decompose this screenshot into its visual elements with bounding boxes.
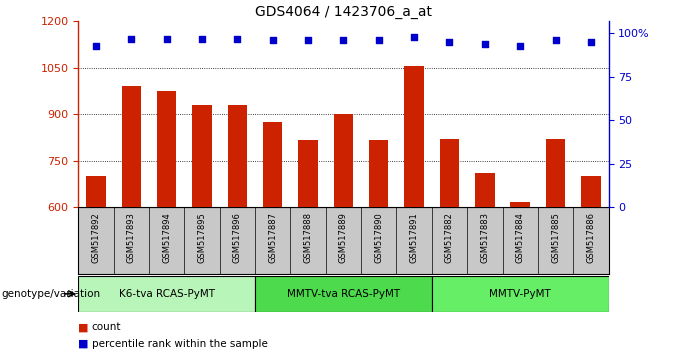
Text: GSM517892: GSM517892: [91, 212, 101, 263]
Text: GSM517891: GSM517891: [409, 212, 419, 263]
Text: GSM517885: GSM517885: [551, 212, 560, 263]
Bar: [122, 86, 141, 207]
Point: [303, 38, 313, 43]
Text: GSM517888: GSM517888: [303, 212, 313, 263]
Bar: [157, 91, 176, 207]
Point: [409, 34, 420, 40]
Point: [444, 39, 455, 45]
Bar: [546, 139, 565, 207]
Point: [515, 43, 526, 48]
Text: percentile rank within the sample: percentile rank within the sample: [92, 339, 268, 349]
Text: GSM517883: GSM517883: [480, 212, 490, 263]
Bar: [263, 122, 282, 207]
Point: [161, 36, 172, 41]
Bar: [581, 176, 600, 207]
Point: [585, 39, 596, 45]
Text: count: count: [92, 322, 121, 332]
Bar: [86, 176, 105, 207]
Bar: [78, 276, 255, 312]
Text: GSM517887: GSM517887: [268, 212, 277, 263]
Bar: [255, 276, 432, 312]
Point: [90, 43, 101, 48]
Text: GSM517884: GSM517884: [515, 212, 525, 263]
Text: GSM517896: GSM517896: [233, 212, 242, 263]
Text: genotype/variation: genotype/variation: [1, 289, 101, 299]
Bar: [334, 114, 353, 207]
Text: GSM517882: GSM517882: [445, 212, 454, 263]
Point: [267, 38, 278, 43]
Bar: [432, 276, 609, 312]
Bar: [192, 105, 211, 207]
Text: GSM517889: GSM517889: [339, 212, 348, 263]
Point: [126, 36, 137, 41]
Point: [373, 38, 384, 43]
Bar: [440, 139, 459, 207]
Point: [197, 36, 207, 41]
Text: GSM517895: GSM517895: [197, 212, 207, 263]
Title: GDS4064 / 1423706_a_at: GDS4064 / 1423706_a_at: [255, 5, 432, 19]
Text: K6-tva RCAS-PyMT: K6-tva RCAS-PyMT: [118, 289, 215, 299]
Bar: [228, 105, 247, 207]
Text: MMTV-PyMT: MMTV-PyMT: [490, 289, 551, 299]
Bar: [511, 202, 530, 207]
Point: [550, 38, 561, 43]
Text: GSM517893: GSM517893: [126, 212, 136, 263]
Text: GSM517894: GSM517894: [162, 212, 171, 263]
Text: MMTV-tva RCAS-PyMT: MMTV-tva RCAS-PyMT: [287, 289, 400, 299]
Text: ■: ■: [78, 322, 88, 332]
Text: ■: ■: [78, 339, 88, 349]
Bar: [475, 173, 494, 207]
Text: GSM517890: GSM517890: [374, 212, 384, 263]
Bar: [369, 141, 388, 207]
Point: [232, 36, 243, 41]
Point: [479, 41, 490, 47]
Point: [338, 38, 349, 43]
Bar: [299, 141, 318, 207]
Text: GSM517886: GSM517886: [586, 212, 596, 263]
Bar: [405, 66, 424, 207]
